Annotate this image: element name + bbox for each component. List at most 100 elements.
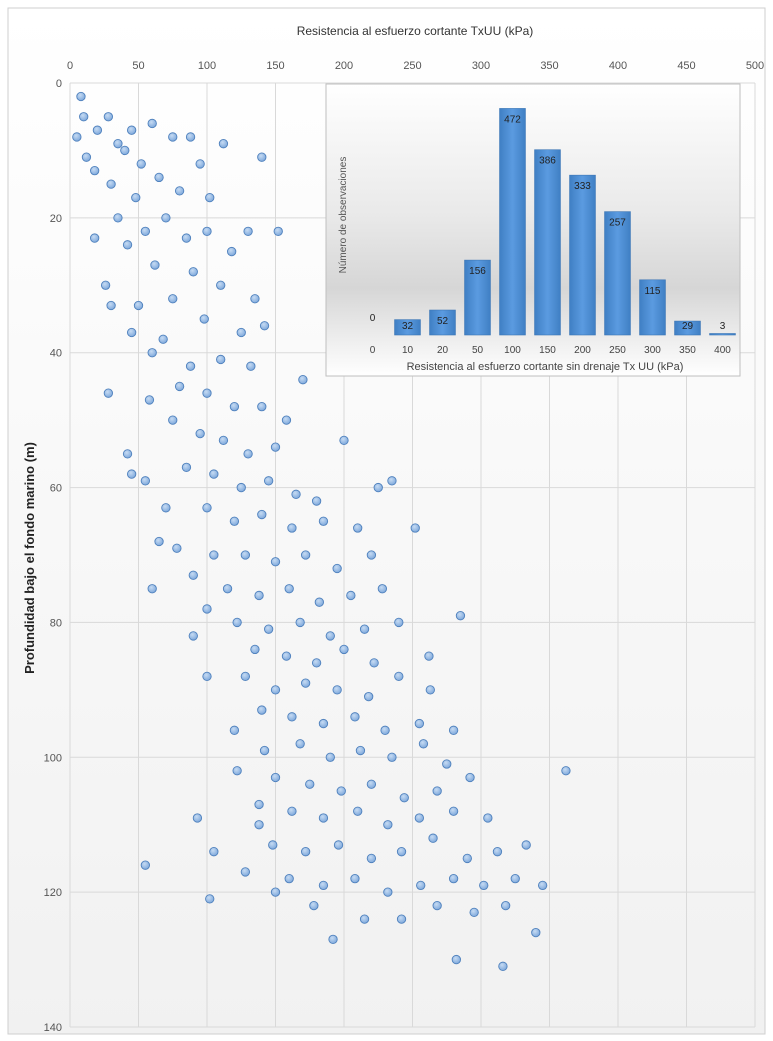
scatter-point xyxy=(250,294,260,304)
scatter-point xyxy=(161,213,171,223)
scatter-point xyxy=(469,907,479,918)
inset-histogram: Número de observaciones 032 5215647238633… xyxy=(325,83,741,377)
scatter-point xyxy=(122,449,133,459)
scatter-point xyxy=(281,651,292,661)
bar-value-label: 29 xyxy=(682,321,694,332)
scatter-point xyxy=(448,874,459,884)
scatter-point xyxy=(103,112,114,122)
scatter-point xyxy=(168,132,178,142)
scatter-point xyxy=(270,685,281,695)
scatter-point xyxy=(510,874,520,884)
scatter-point xyxy=(350,874,360,884)
scatter-point xyxy=(147,584,157,594)
inset-x-tick-label: 300 xyxy=(644,345,661,356)
scatter-point xyxy=(100,280,111,290)
bar-value-label: 386 xyxy=(539,156,556,167)
scatter-point xyxy=(199,314,209,324)
scatter-point xyxy=(254,820,264,830)
scatter-point xyxy=(328,934,338,944)
scatter-point xyxy=(174,186,185,196)
scatter-point xyxy=(383,820,393,830)
scatter-point xyxy=(236,482,246,493)
x-tick-label: 100 xyxy=(198,60,216,72)
scatter-point xyxy=(263,624,274,634)
scatter-point xyxy=(147,118,157,129)
x-tick-label: 50 xyxy=(132,60,144,72)
scatter-point xyxy=(263,476,274,486)
scatter-point xyxy=(254,799,264,810)
scatter-point xyxy=(336,786,346,796)
scatter-point xyxy=(270,772,281,783)
scatter-point xyxy=(287,806,297,816)
scatter-point xyxy=(314,597,324,607)
scatter-point xyxy=(281,415,292,425)
scatter-point xyxy=(120,145,130,156)
scatter-point xyxy=(72,132,82,142)
scatter-point xyxy=(257,705,267,715)
scatter-point xyxy=(432,900,442,911)
scatter-point xyxy=(305,779,315,789)
scatter-point xyxy=(284,874,294,884)
histogram-bar xyxy=(709,333,736,336)
scatter-point xyxy=(428,833,438,843)
inset-x-tick-label: 0 xyxy=(370,345,376,356)
scatter-point xyxy=(325,631,335,641)
scatter-point xyxy=(227,246,237,257)
scatter-point xyxy=(259,321,270,331)
scatter-points xyxy=(72,91,571,971)
scatter-point xyxy=(538,880,548,891)
scatter-point xyxy=(103,388,114,398)
scatter-point xyxy=(270,442,281,452)
x-tick-label: 200 xyxy=(335,60,353,72)
bar-value-label: 52 xyxy=(437,316,449,327)
x-tick-label: 450 xyxy=(677,60,695,72)
scatter-point xyxy=(254,590,264,601)
scatter-point xyxy=(79,112,89,122)
histogram-bar xyxy=(429,309,456,336)
scatter-point xyxy=(236,327,246,338)
scatter-point xyxy=(168,415,178,425)
scatter-point xyxy=(202,671,212,682)
scatter-point xyxy=(81,152,92,162)
scatter-point xyxy=(432,786,442,796)
scatter-point xyxy=(394,671,404,682)
scatter-point xyxy=(154,536,164,547)
scatter-point xyxy=(394,617,404,628)
scatter-point xyxy=(209,550,219,560)
scatter-point xyxy=(257,402,267,412)
scatter-point xyxy=(359,914,370,924)
scatter-point xyxy=(90,166,100,176)
scatter-point xyxy=(172,543,182,553)
scatter-point xyxy=(144,395,155,405)
x-tick-label: 500 xyxy=(746,60,764,72)
scatter-point xyxy=(300,550,311,560)
scatter-point xyxy=(122,240,133,250)
scatter-point xyxy=(229,725,240,735)
inset-x-tick-label: 20 xyxy=(437,345,449,356)
scatter-point xyxy=(268,840,278,850)
histogram-bar xyxy=(394,319,421,336)
bar-value-label: 333 xyxy=(574,181,591,192)
bar-value-label: 0 xyxy=(370,313,376,324)
scatter-point xyxy=(350,712,360,722)
scatter-point xyxy=(377,584,388,594)
scatter-point xyxy=(243,226,253,236)
scatter-point xyxy=(424,651,434,661)
inset-x-axis-label: Resistencia al esfuerzo cortante sin dre… xyxy=(407,361,684,373)
scatter-point xyxy=(195,428,205,439)
y-tick-label: 0 xyxy=(56,78,62,90)
scatter-point xyxy=(106,179,116,189)
scatter-point xyxy=(448,806,459,816)
x-tick-label: 300 xyxy=(472,60,490,72)
scatter-point xyxy=(410,523,420,533)
scatter-point xyxy=(250,644,260,655)
inset-y-axis-label: Número de observaciones xyxy=(338,157,349,274)
scatter-point xyxy=(492,847,503,857)
scatter-point xyxy=(131,192,141,203)
scatter-point xyxy=(229,516,240,526)
scatter-point xyxy=(113,139,123,149)
scatter-point xyxy=(195,159,205,169)
scatter-point xyxy=(92,125,103,135)
